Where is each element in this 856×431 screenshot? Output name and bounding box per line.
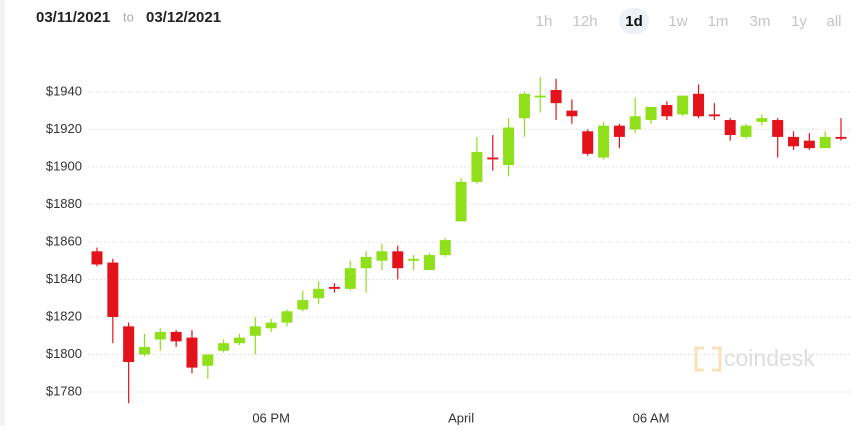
range-button[interactable]: 1w	[668, 13, 687, 30]
to-word: to	[123, 9, 134, 24]
candle-body	[503, 127, 515, 166]
y-tick-label: $1900	[46, 158, 82, 173]
left-edge	[0, 0, 5, 426]
candle-body	[154, 331, 166, 340]
candle-body	[233, 337, 245, 344]
candle-body	[487, 157, 499, 160]
y-tick-label: $1860	[46, 233, 82, 248]
candle-body	[788, 136, 800, 147]
candle-body	[471, 151, 483, 182]
x-tick-label: 06 AM	[633, 410, 670, 425]
candle-body	[408, 258, 420, 261]
candle-body	[107, 262, 119, 317]
candle-body	[297, 300, 309, 310]
candle-body	[328, 286, 340, 289]
y-tick-label: $1780	[46, 383, 82, 398]
candle-body	[724, 120, 736, 136]
candle-body	[249, 326, 261, 336]
candle-body	[772, 120, 784, 137]
watermark-logo	[694, 346, 722, 372]
candle-body	[566, 110, 578, 117]
y-tick-label: $1880	[46, 196, 82, 211]
candle-body	[123, 326, 135, 362]
y-tick-label: $1920	[46, 121, 82, 136]
candle-body	[170, 331, 182, 342]
candle-body	[677, 95, 689, 115]
y-tick-label: $1800	[46, 346, 82, 361]
candle-body	[582, 131, 594, 154]
candle-body	[518, 93, 530, 119]
candle-body	[360, 256, 372, 269]
candle-body	[455, 181, 467, 222]
candle-body	[819, 136, 831, 149]
candle-body	[629, 116, 641, 130]
candle-body	[218, 343, 230, 351]
watermark: coindesk	[694, 345, 815, 372]
candle-body	[265, 322, 277, 329]
candle-body	[645, 106, 657, 121]
candle-body	[693, 93, 705, 117]
candle-body	[708, 114, 720, 117]
range-button[interactable]: 1m	[708, 13, 729, 30]
candle-body	[661, 105, 673, 117]
y-tick-label: $1940	[46, 83, 82, 98]
candle-body	[423, 255, 435, 271]
candle-body	[376, 251, 388, 261]
candle-body	[344, 268, 356, 289]
candle-body	[138, 346, 150, 355]
y-tick-label: $1820	[46, 308, 82, 323]
candle-body	[803, 140, 815, 149]
candle-body	[613, 125, 625, 137]
x-tick-label: April	[448, 410, 474, 425]
candle-body	[392, 251, 404, 269]
candle-body	[202, 354, 214, 366]
x-tick-label: 06 PM	[252, 410, 290, 425]
candle-body	[598, 125, 610, 158]
candle-body	[835, 136, 847, 139]
candle-body	[91, 251, 103, 265]
candle-body	[756, 118, 768, 122]
to-date: 03/12/2021	[146, 9, 221, 26]
candle-body	[439, 240, 451, 256]
candle-body	[534, 95, 546, 98]
candle-body	[740, 125, 752, 137]
from-date: 03/11/2021	[36, 9, 110, 26]
range-button[interactable]: 12h	[572, 13, 597, 30]
range-button[interactable]: 1y	[791, 13, 807, 30]
range-button[interactable]: 1d	[625, 13, 643, 30]
candle-body	[281, 311, 293, 323]
active-range-bg	[619, 8, 649, 34]
range-button[interactable]: all	[826, 13, 841, 30]
range-button[interactable]: 3m	[750, 13, 771, 30]
candle-body	[186, 337, 198, 368]
y-tick-label: $1840	[46, 271, 82, 286]
range-button[interactable]: 1h	[536, 13, 553, 30]
candle-body	[313, 288, 325, 299]
watermark-text: coindesk	[724, 345, 815, 371]
candle-body	[550, 90, 562, 104]
